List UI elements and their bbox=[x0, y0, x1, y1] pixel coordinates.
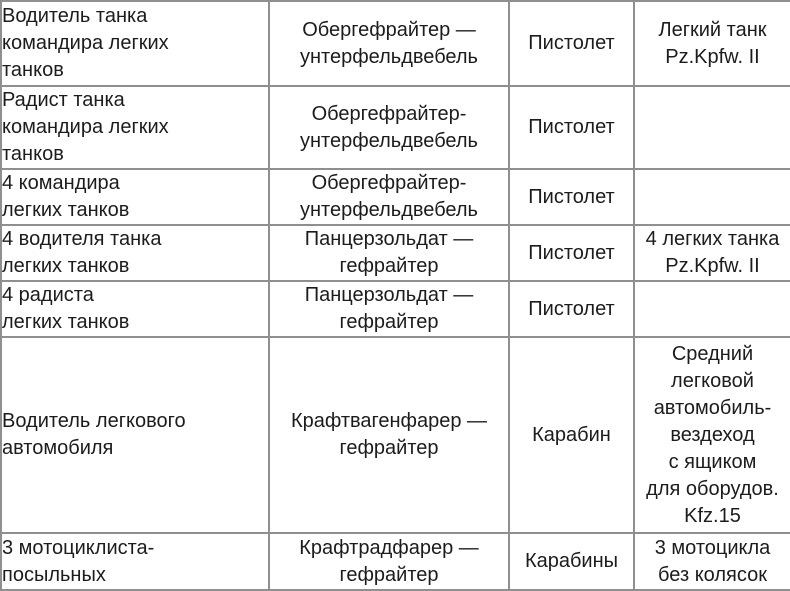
equipment-cell: 3 мотоцикла без колясок bbox=[633, 532, 790, 591]
role-cell: 4 водителя танка легких танков bbox=[0, 224, 270, 282]
table-row: Водитель легкового автомобиля Крафтваген… bbox=[0, 336, 790, 534]
rank-cell: Крафтрадфарер — гефрайтер bbox=[268, 532, 510, 591]
equipment-cell: Средний легковой автомобиль- вездеход с … bbox=[633, 336, 790, 534]
role-cell: 4 радиста легких танков bbox=[0, 280, 270, 338]
role-cell: Водитель легкового автомобиля bbox=[0, 336, 270, 534]
rank-cell: Обергефрайтер- унтерфельдвебель bbox=[268, 85, 510, 170]
weapon-cell: Пистолет bbox=[508, 85, 635, 170]
equipment-cell: Легкий танк Pz.Kpfw. II bbox=[633, 0, 790, 87]
weapon-cell: Карабины bbox=[508, 532, 635, 591]
rank-cell: Обергефрайтер — унтерфельдвебель bbox=[268, 0, 510, 87]
rank-cell: Панцерзольдат — гефрайтер bbox=[268, 224, 510, 282]
equipment-cell bbox=[633, 85, 790, 170]
weapon-cell: Пистолет bbox=[508, 280, 635, 338]
table-row: Радист танка командира легких танков Обе… bbox=[0, 85, 790, 170]
equipment-cell bbox=[633, 280, 790, 338]
table-row: Водитель танка командира легких танков О… bbox=[0, 0, 790, 87]
weapon-cell: Пистолет bbox=[508, 168, 635, 226]
role-cell: Радист танка командира легких танков bbox=[0, 85, 270, 170]
rank-cell: Панцерзольдат — гефрайтер bbox=[268, 280, 510, 338]
rank-cell: Крафтвагенфарер — гефрайтер bbox=[268, 336, 510, 534]
rank-cell: Обергефрайтер- унтерфельдвебель bbox=[268, 168, 510, 226]
equipment-cell bbox=[633, 168, 790, 226]
table-row: 3 мотоциклиста- посыльных Крафтрадфарер … bbox=[0, 532, 790, 591]
role-cell: 3 мотоциклиста- посыльных bbox=[0, 532, 270, 591]
table-row: 4 радиста легких танков Панцерзольдат — … bbox=[0, 280, 790, 338]
equipment-cell: 4 легких танка Pz.Kpfw. II bbox=[633, 224, 790, 282]
role-cell: Водитель танка командира легких танков bbox=[0, 0, 270, 87]
table-row: 4 водителя танка легких танков Панцерзол… bbox=[0, 224, 790, 282]
table-row: 4 командира легких танков Обергефрайтер-… bbox=[0, 168, 790, 226]
weapon-cell: Карабин bbox=[508, 336, 635, 534]
weapon-cell: Пистолет bbox=[508, 224, 635, 282]
weapon-cell: Пистолет bbox=[508, 0, 635, 87]
role-cell: 4 командира легких танков bbox=[0, 168, 270, 226]
